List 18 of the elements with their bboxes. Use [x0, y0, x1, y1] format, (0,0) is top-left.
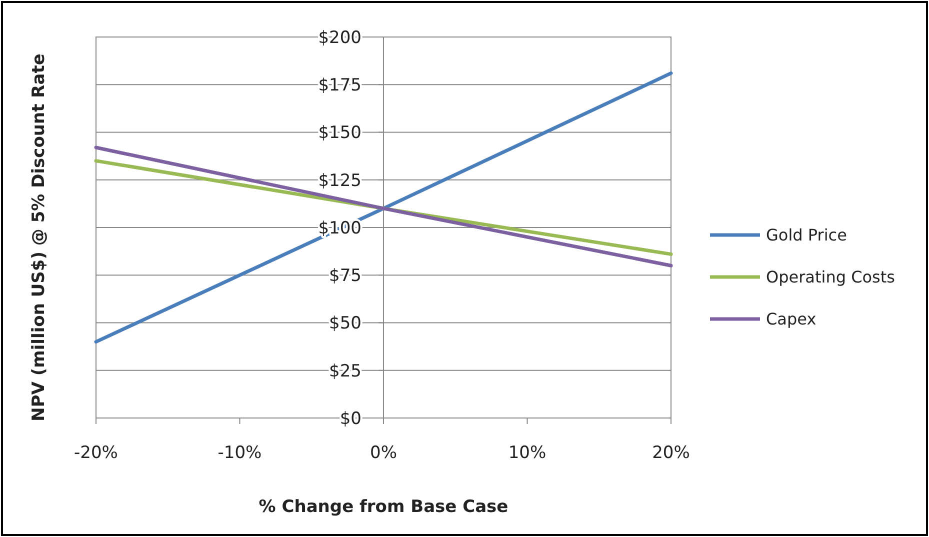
- legend-label: Gold Price: [766, 226, 847, 245]
- y-tick-label: $200: [318, 28, 362, 48]
- x-tick-label: -10%: [218, 443, 262, 463]
- x-axis-title: % Change from Base Case: [258, 497, 508, 517]
- legend-label: Capex: [766, 310, 816, 329]
- y-tick-label: $175: [318, 76, 362, 96]
- x-tick-label: 0%: [370, 443, 397, 463]
- y-axis-title: NPV (million US$) @ 5% Discount Rate: [29, 54, 49, 422]
- x-tick-label: 10%: [508, 443, 546, 463]
- x-tick-label: 20%: [652, 443, 690, 463]
- y-tick-label: $150: [318, 123, 362, 144]
- y-tick-label: $50: [329, 314, 362, 334]
- y-tick-label: $75: [329, 266, 362, 286]
- x-tick-label: -20%: [74, 443, 118, 463]
- y-tick-label: $0: [340, 408, 362, 429]
- y-tick-label: $125: [318, 170, 362, 191]
- y-tick-label: $25: [329, 361, 362, 382]
- legend-label: Operating Costs: [766, 268, 895, 287]
